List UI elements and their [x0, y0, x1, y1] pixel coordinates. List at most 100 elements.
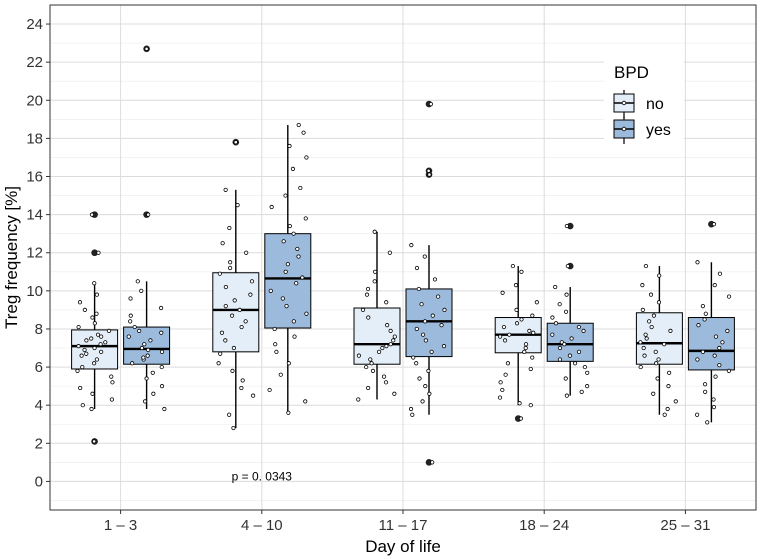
data-point — [231, 345, 237, 351]
data-point — [720, 340, 725, 345]
data-point — [78, 385, 83, 391]
data-point — [82, 307, 87, 313]
box — [687, 317, 735, 371]
data-point — [702, 382, 708, 387]
y-tick-label: 14 — [26, 207, 43, 224]
data-point — [585, 370, 590, 375]
data-point — [227, 412, 232, 417]
data-point — [414, 326, 419, 332]
data-point — [550, 315, 555, 320]
data-point — [216, 361, 221, 366]
data-point — [432, 277, 438, 282]
data-point — [711, 222, 717, 227]
data-point — [662, 342, 667, 347]
data-point — [500, 387, 505, 393]
data-point — [385, 323, 390, 328]
data-point — [76, 344, 81, 349]
data-point — [220, 241, 225, 246]
data-point — [667, 370, 672, 375]
y-tick-label: 20 — [26, 92, 43, 109]
data-point — [372, 279, 377, 284]
data-point — [150, 370, 155, 375]
data-point — [409, 243, 414, 248]
data-point — [228, 260, 233, 265]
data-point — [576, 349, 582, 354]
legend: BPD no yes — [604, 55, 684, 153]
data-point — [384, 344, 389, 349]
data-point — [428, 101, 434, 107]
data-point — [423, 384, 428, 389]
data-point — [145, 353, 150, 358]
box-group-no — [71, 211, 119, 445]
data-point — [291, 231, 296, 236]
data-point — [562, 342, 567, 347]
data-point — [137, 328, 142, 333]
data-point — [498, 334, 503, 339]
data-point — [80, 403, 85, 408]
data-point — [420, 332, 426, 337]
data-point — [420, 399, 425, 404]
data-point — [268, 288, 273, 293]
data-point — [557, 357, 563, 362]
data-point — [79, 353, 84, 358]
data-point — [657, 273, 662, 278]
data-point — [391, 338, 396, 343]
data-point — [94, 311, 99, 316]
box-group-no — [212, 138, 260, 431]
x-tick-label: 25 – 31 — [660, 517, 710, 534]
data-point — [365, 286, 371, 292]
data-point — [233, 140, 238, 145]
data-point — [507, 332, 512, 337]
data-point — [304, 155, 309, 160]
data-point — [94, 292, 100, 297]
data-point — [643, 263, 649, 269]
data-point — [304, 311, 309, 316]
data-point — [585, 384, 590, 389]
data-point — [695, 260, 700, 265]
x-tick-label: 11 – 17 — [379, 517, 428, 534]
data-point — [162, 406, 167, 412]
data-point — [534, 300, 539, 305]
box — [212, 272, 260, 353]
data-point — [711, 397, 716, 402]
data-point — [651, 313, 657, 318]
data-point — [228, 265, 233, 271]
box-group-yes — [123, 45, 171, 412]
data-point — [713, 334, 719, 339]
data-point — [84, 338, 89, 343]
data-point — [423, 338, 428, 343]
data-point — [272, 326, 277, 332]
data-point — [132, 324, 137, 330]
data-point — [644, 336, 649, 341]
data-point — [128, 313, 133, 318]
data-point — [89, 336, 94, 341]
data-point — [300, 275, 305, 280]
data-point — [148, 338, 153, 343]
data-point — [640, 307, 645, 313]
data-point — [565, 263, 570, 269]
x-axis: 1 – 3 4 – 10 11 – 17 18 – 24 25 – 31 — [104, 510, 710, 534]
data-point — [531, 330, 536, 335]
data-point — [231, 425, 236, 431]
data-point — [139, 345, 145, 351]
data-point — [640, 283, 645, 288]
data-point — [110, 380, 115, 385]
data-point — [280, 296, 285, 301]
y-tick-label: 8 — [35, 321, 43, 338]
data-point — [244, 250, 249, 255]
data-point — [717, 363, 722, 368]
data-point — [290, 166, 296, 171]
data-point — [654, 361, 659, 366]
data-point — [564, 292, 569, 297]
p-value-annotation: p = 0. 0343 — [232, 470, 293, 484]
data-point — [665, 406, 670, 412]
data-point — [717, 345, 722, 351]
data-point — [151, 391, 156, 396]
data-point — [383, 380, 389, 385]
data-point — [501, 324, 507, 330]
data-point — [366, 385, 371, 391]
y-tick-label: 16 — [26, 169, 43, 186]
data-point — [518, 416, 524, 421]
data-point — [92, 361, 97, 366]
